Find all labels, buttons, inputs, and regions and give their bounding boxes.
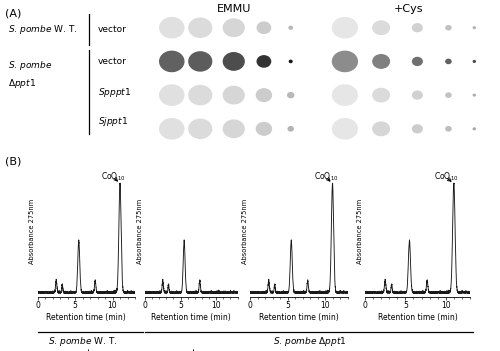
Text: $Sjppt1$: $Sjppt1$ bbox=[98, 115, 128, 128]
Text: $Spppt1$: $Spppt1$ bbox=[281, 349, 316, 351]
Y-axis label: Absorbance 275nm: Absorbance 275nm bbox=[30, 199, 36, 264]
Text: $Spppt1$: $Spppt1$ bbox=[98, 86, 131, 99]
Circle shape bbox=[474, 61, 476, 62]
Circle shape bbox=[224, 53, 244, 70]
Circle shape bbox=[160, 85, 184, 105]
Text: vector: vector bbox=[176, 349, 206, 351]
Text: CoQ$_{10}$: CoQ$_{10}$ bbox=[101, 171, 126, 183]
X-axis label: Retention time (min): Retention time (min) bbox=[259, 313, 338, 322]
Circle shape bbox=[332, 18, 357, 38]
Circle shape bbox=[256, 122, 272, 135]
X-axis label: Retention time (min): Retention time (min) bbox=[378, 313, 458, 322]
Circle shape bbox=[474, 94, 476, 96]
Text: CoQ$_{10}$: CoQ$_{10}$ bbox=[434, 171, 458, 183]
Circle shape bbox=[446, 26, 451, 30]
Circle shape bbox=[189, 119, 212, 138]
Circle shape bbox=[373, 88, 390, 102]
Circle shape bbox=[189, 18, 212, 37]
Circle shape bbox=[373, 122, 390, 135]
Circle shape bbox=[257, 22, 270, 33]
Circle shape bbox=[412, 91, 422, 99]
Circle shape bbox=[373, 21, 390, 34]
Circle shape bbox=[446, 127, 451, 131]
Circle shape bbox=[332, 85, 357, 105]
Circle shape bbox=[160, 119, 184, 139]
Text: $S$. $pombe$ W. T.: $S$. $pombe$ W. T. bbox=[48, 335, 117, 348]
Text: vector: vector bbox=[98, 57, 126, 66]
Text: vector: vector bbox=[71, 349, 102, 351]
Circle shape bbox=[257, 56, 270, 67]
Circle shape bbox=[446, 93, 451, 97]
Circle shape bbox=[332, 119, 357, 139]
Text: $\Delta ppt1$: $\Delta ppt1$ bbox=[8, 77, 36, 91]
Text: +Cys: +Cys bbox=[394, 4, 424, 13]
Text: $Sjppt1$: $Sjppt1$ bbox=[402, 349, 434, 351]
Circle shape bbox=[412, 58, 422, 65]
Circle shape bbox=[160, 18, 184, 38]
Circle shape bbox=[412, 24, 422, 32]
Y-axis label: Absorbance 275nm: Absorbance 275nm bbox=[357, 199, 363, 264]
Text: CoQ$_{10}$: CoQ$_{10}$ bbox=[314, 171, 338, 183]
Text: EMMU: EMMU bbox=[216, 4, 251, 13]
Circle shape bbox=[474, 128, 476, 130]
X-axis label: Retention time (min): Retention time (min) bbox=[152, 313, 231, 322]
Text: $S$. $pombe$ W. T.: $S$. $pombe$ W. T. bbox=[8, 22, 78, 36]
Text: (B): (B) bbox=[5, 156, 21, 166]
Circle shape bbox=[288, 127, 293, 131]
Y-axis label: Absorbance 275nm: Absorbance 275nm bbox=[242, 199, 248, 264]
Text: vector: vector bbox=[98, 25, 126, 34]
Circle shape bbox=[160, 51, 184, 72]
Text: $S$. $pombe$ $\Delta ppt1$: $S$. $pombe$ $\Delta ppt1$ bbox=[273, 335, 347, 348]
Circle shape bbox=[474, 27, 476, 28]
Text: (A): (A) bbox=[5, 8, 21, 18]
Circle shape bbox=[373, 55, 390, 68]
Circle shape bbox=[189, 52, 212, 71]
Circle shape bbox=[288, 93, 294, 98]
Circle shape bbox=[224, 19, 244, 37]
Circle shape bbox=[224, 86, 244, 104]
Circle shape bbox=[224, 120, 244, 138]
Circle shape bbox=[332, 51, 357, 72]
Text: $S$. $pombe$: $S$. $pombe$ bbox=[8, 59, 52, 72]
Circle shape bbox=[290, 60, 292, 62]
Circle shape bbox=[412, 125, 422, 133]
Circle shape bbox=[189, 86, 212, 105]
Circle shape bbox=[446, 59, 451, 64]
Circle shape bbox=[289, 26, 292, 29]
Y-axis label: Absorbance 275nm: Absorbance 275nm bbox=[137, 199, 143, 264]
X-axis label: Retention time (min): Retention time (min) bbox=[46, 313, 126, 322]
Circle shape bbox=[256, 89, 272, 101]
